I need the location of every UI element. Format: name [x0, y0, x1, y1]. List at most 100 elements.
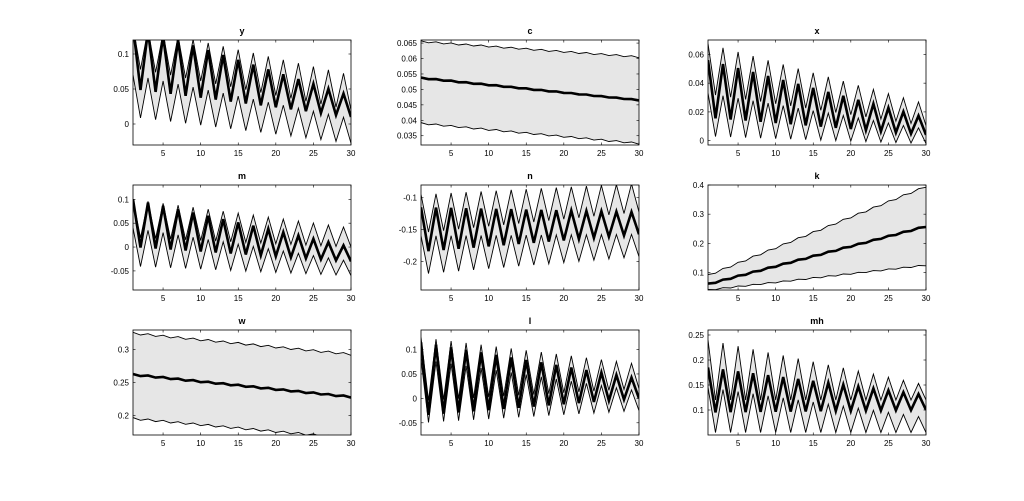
median-line [708, 225, 926, 285]
panel-c: c 5 10 15 20 25 30 0.035 0.04 0.045 0.05 0.055 0.06 0… [397, 26, 644, 158]
band-upper-line [421, 337, 639, 401]
x-tick-label: 20 [271, 294, 280, 303]
x-tick-label: 5 [449, 439, 454, 448]
x-tick-label: 5 [161, 294, 166, 303]
x-tick-label: 5 [161, 439, 166, 448]
median-line [133, 372, 351, 399]
x-tick-label: 20 [559, 439, 568, 448]
x-tick-label: 30 [922, 294, 931, 303]
plot-area [421, 337, 639, 423]
plot-area [133, 40, 351, 144]
band-lower-line [133, 227, 351, 277]
median-line [421, 205, 639, 252]
x-tick-label: 30 [922, 149, 931, 158]
panel-title: x [814, 26, 819, 36]
x-tick-label: 15 [234, 149, 243, 158]
panel-m: m 5 10 15 20 25 30 -0.05 0 0.05 0.1 [111, 171, 356, 303]
x-tick-label: 20 [846, 294, 855, 303]
plot-area [133, 331, 351, 435]
x-tick-label: 10 [771, 294, 780, 303]
x-tick-label: 5 [736, 439, 741, 448]
x-tick-label: 25 [884, 294, 893, 303]
y-tick-label: 0.2 [693, 356, 705, 365]
y-tick-label: 0 [125, 120, 130, 129]
panel-l: l 5 10 15 20 25 30 -0.05 0 0.05 0.1 [399, 316, 644, 448]
x-tick-label: 10 [196, 149, 205, 158]
panel-mh: mh 5 10 15 20 25 30 0.1 0.15 0.2 0.25 [688, 316, 931, 448]
band-upper-line [708, 339, 926, 402]
band-upper-line [421, 40, 639, 59]
median-line [421, 76, 639, 102]
y-tick-label: 0.05 [113, 85, 129, 94]
plot-area [708, 43, 926, 145]
axes-box [707, 329, 927, 436]
confidence-band [133, 40, 351, 144]
axes-box [420, 184, 640, 291]
x-tick-label: 10 [484, 294, 493, 303]
x-tick-label: 15 [809, 439, 818, 448]
y-tick-label: 0.045 [397, 101, 418, 110]
panel-y: y 5 10 15 20 25 30 0 0.05 0.1 [113, 26, 356, 158]
y-tick-label: 0.06 [401, 55, 417, 64]
x-tick-label: 20 [559, 294, 568, 303]
y-tick-label: 0.25 [113, 379, 129, 388]
panel-title: c [527, 26, 532, 36]
x-tick-label: 15 [522, 439, 531, 448]
confidence-band [133, 332, 351, 435]
x-tick-label: 25 [884, 439, 893, 448]
x-tick-label: 10 [484, 149, 493, 158]
panel-title: l [529, 316, 532, 326]
plot-area [421, 40, 639, 145]
x-tick-label: 15 [522, 149, 531, 158]
y-tick-label: 0.4 [693, 181, 705, 190]
x-tick-label: 5 [449, 149, 454, 158]
band-lower-line [708, 387, 926, 435]
band-lower-line [133, 74, 351, 144]
y-tick-label: -0.2 [403, 257, 417, 266]
median-line [133, 199, 351, 264]
band-lower-line [708, 265, 926, 290]
confidence-band [708, 340, 926, 433]
x-tick-label: 10 [771, 149, 780, 158]
x-tick-label: 30 [347, 149, 356, 158]
y-tick-label: 0 [413, 394, 418, 403]
y-tick-label: 0.055 [397, 70, 418, 79]
panel-title: w [237, 316, 246, 326]
panel-title: y [239, 26, 244, 36]
plot-area [133, 199, 351, 277]
axes-box [132, 184, 352, 291]
x-tick-label: 15 [234, 439, 243, 448]
confidence-band [708, 187, 926, 290]
x-tick-label: 30 [635, 439, 644, 448]
x-tick-label: 30 [635, 294, 644, 303]
x-tick-label: 10 [196, 439, 205, 448]
x-tick-label: 25 [309, 439, 318, 448]
y-tick-label: 0.1 [118, 50, 130, 59]
x-tick-label: 20 [846, 439, 855, 448]
x-tick-label: 15 [809, 294, 818, 303]
axes-box [420, 329, 640, 436]
y-tick-label: 0.05 [401, 85, 417, 94]
y-tick-label: 0 [125, 243, 130, 252]
y-tick-label: -0.05 [111, 267, 130, 276]
x-tick-label: 15 [234, 294, 243, 303]
axes-box [132, 39, 352, 146]
y-tick-label: 0.04 [401, 116, 417, 125]
x-tick-label: 25 [309, 294, 318, 303]
y-tick-label: 0.06 [688, 50, 704, 59]
panel-title: mh [810, 316, 824, 326]
axes-box [707, 39, 927, 146]
band-upper-line [708, 186, 926, 275]
panel-n: n 5 10 15 20 25 30 -0.2 -0.15 -0.1 [399, 171, 644, 303]
y-tick-label: 0.05 [113, 219, 129, 228]
y-tick-label: -0.15 [399, 226, 418, 235]
band-lower-line [133, 417, 329, 435]
panel-title: m [238, 171, 246, 181]
axes-box [707, 184, 927, 291]
x-tick-label: 20 [271, 149, 280, 158]
y-tick-label: 0.2 [118, 411, 130, 420]
panel-k: k 5 10 15 20 25 30 0.1 0.2 0.3 0.4 [693, 171, 931, 303]
x-tick-label: 25 [597, 294, 606, 303]
panel-title: n [527, 171, 533, 181]
y-tick-label: 0.04 [688, 79, 704, 88]
